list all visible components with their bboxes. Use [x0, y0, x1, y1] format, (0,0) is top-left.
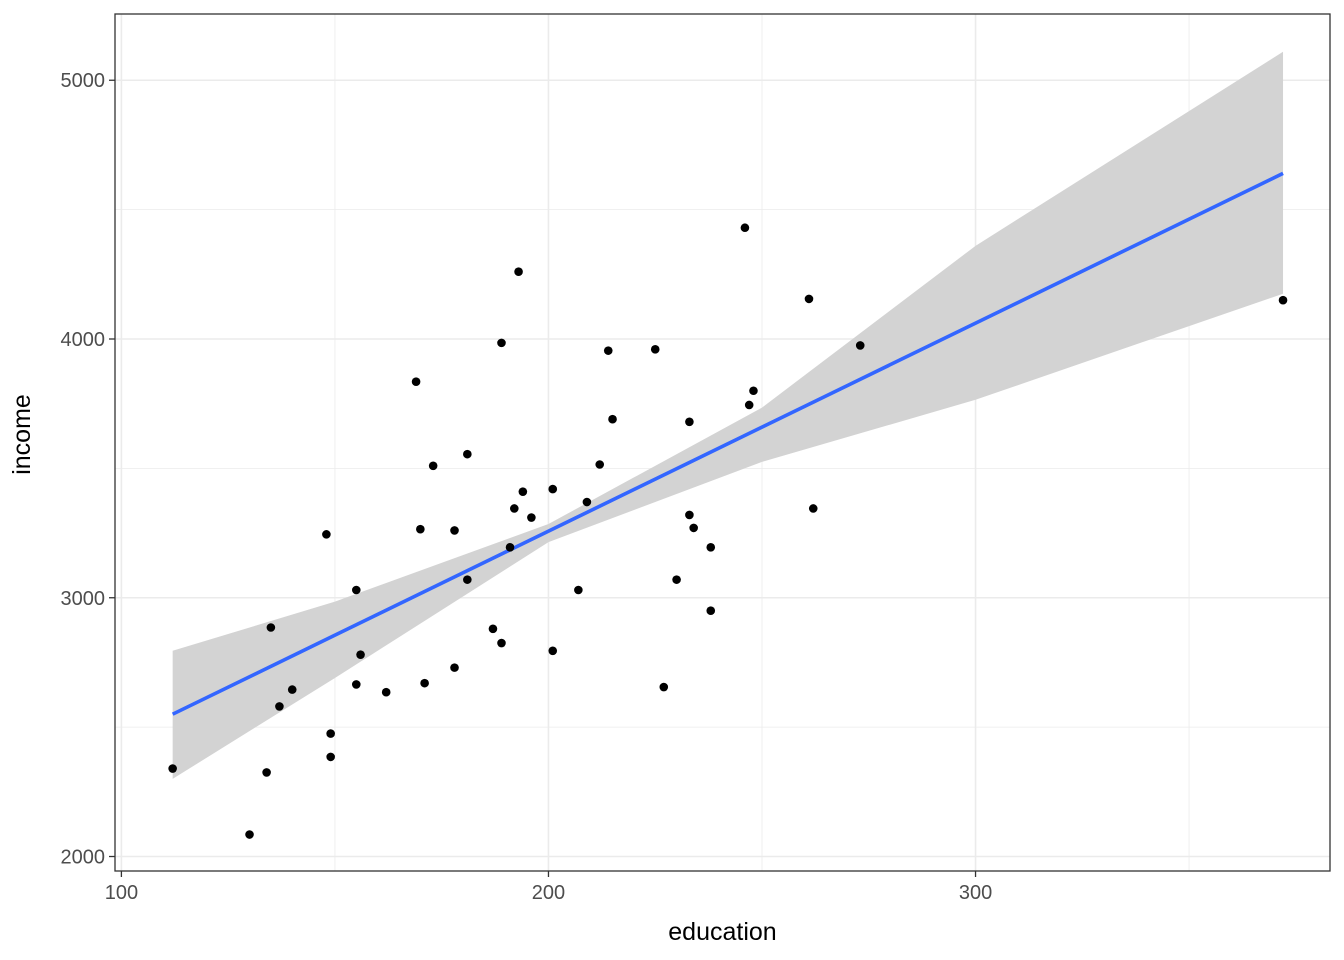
data-point — [518, 487, 528, 496]
y-axis-title: income — [8, 394, 36, 475]
data-point — [527, 513, 536, 522]
data-point — [411, 377, 421, 386]
regression-line — [171, 171, 1284, 716]
data-point — [685, 417, 694, 427]
x-tick-label: 300 — [959, 882, 992, 904]
data-point — [381, 687, 391, 697]
data-point — [326, 729, 335, 738]
data-point — [463, 575, 472, 584]
data-point — [548, 484, 558, 494]
data-point — [744, 400, 754, 410]
data-point — [706, 542, 716, 552]
data-point — [497, 638, 506, 648]
data-point — [245, 830, 254, 839]
data-point — [706, 606, 716, 615]
data-point — [548, 646, 558, 656]
data-point — [595, 460, 605, 469]
y-tick-label: 5000 — [61, 70, 106, 92]
data-point — [262, 768, 271, 777]
data-point — [287, 685, 297, 694]
data-point — [659, 682, 669, 692]
data-point — [749, 386, 758, 396]
data-point — [574, 585, 583, 595]
data-point — [326, 752, 335, 762]
data-point — [463, 449, 472, 459]
data-point — [488, 624, 498, 634]
data-point — [505, 542, 515, 552]
data-point — [808, 504, 818, 513]
data-point — [275, 702, 284, 711]
data-point — [266, 623, 276, 632]
regression-line-path — [171, 171, 1284, 716]
data-point — [650, 345, 660, 354]
x-axis: 100 200 300 — [105, 871, 992, 904]
data-point — [351, 585, 361, 595]
y-axis: 2000 3000 4000 5000 — [61, 70, 115, 869]
data-point — [608, 414, 617, 424]
data-point — [603, 346, 613, 355]
data-points — [168, 223, 1288, 839]
data-point — [450, 663, 459, 672]
data-point — [582, 497, 592, 507]
data-point — [428, 461, 438, 471]
y-tick-label: 4000 — [61, 329, 106, 351]
data-point — [510, 504, 519, 513]
x-tick-label: 200 — [532, 882, 565, 904]
data-point — [351, 680, 361, 689]
data-point — [450, 526, 459, 535]
data-point — [740, 223, 750, 233]
x-axis-title: education — [668, 918, 776, 946]
data-point — [855, 341, 865, 350]
data-point — [322, 530, 331, 539]
y-tick-label: 3000 — [61, 588, 106, 610]
data-point — [497, 338, 506, 348]
confidence-band — [172, 51, 1284, 779]
data-point — [420, 678, 429, 688]
data-point — [672, 575, 681, 584]
data-point — [689, 523, 698, 533]
data-point — [356, 650, 365, 659]
x-tick-label: 100 — [105, 882, 138, 904]
confidence-band-area — [172, 51, 1284, 779]
data-point — [1278, 295, 1288, 305]
data-point — [804, 294, 814, 304]
y-tick-label: 2000 — [61, 847, 106, 869]
plot-border — [114, 13, 1331, 872]
data-point — [168, 764, 177, 773]
data-point — [416, 524, 425, 534]
data-point — [685, 510, 694, 520]
data-point — [514, 267, 523, 277]
